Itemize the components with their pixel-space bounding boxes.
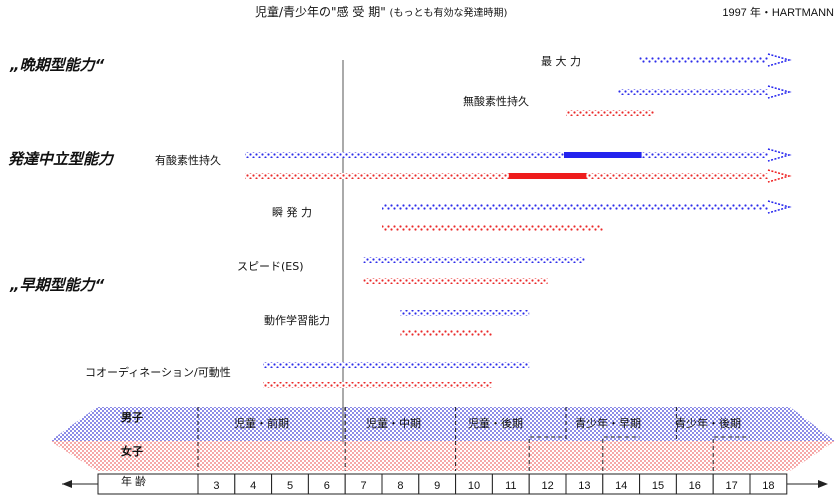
- age-tick-label: 15: [652, 480, 664, 492]
- age-tick-label: 11: [505, 480, 516, 492]
- subtitle-text: (もっとも有効な発達時期): [389, 8, 508, 19]
- boys-arrowhead: [767, 85, 792, 99]
- age-tick-label: 7: [361, 480, 367, 492]
- girls-peak-segment: [508, 173, 587, 179]
- boys-bar: [263, 362, 530, 368]
- age-tick-label: 18: [762, 480, 774, 492]
- girls-bar: [263, 382, 493, 388]
- boys-band: [50, 407, 835, 441]
- group-early: „早期型能力“: [10, 276, 105, 294]
- girls-bar: [363, 278, 548, 284]
- girls-arrowhead: [767, 169, 792, 183]
- age-tick-label: 10: [468, 480, 480, 492]
- girls-bar: [382, 225, 603, 231]
- ability-label-speed: スピード(ES): [237, 260, 304, 273]
- phase-divider-girls: [712, 436, 750, 471]
- age-tick-label: 14: [615, 480, 627, 492]
- age-tick-label: 5: [287, 480, 293, 492]
- ability-label-aerobic: 有酸素性持久: [155, 154, 221, 167]
- age-tick-label: 9: [434, 480, 440, 492]
- boys-bar: [363, 257, 585, 263]
- age-axis-label: 年 齢: [121, 476, 147, 488]
- title-text: 児童/青少年の"感 受 期": [255, 5, 386, 19]
- girls-bar: [245, 173, 768, 179]
- ability-label-motor-learning: 動作学習能力: [264, 314, 330, 327]
- ability-label-anaerobic: 無酸素性持久: [463, 95, 529, 108]
- age-tick-label: 12: [541, 480, 553, 492]
- age-cell: [749, 473, 788, 495]
- girls-band-label: 女子: [121, 445, 143, 458]
- girls-bar: [566, 110, 655, 116]
- boys-peak-segment: [564, 152, 642, 158]
- credit-text: 1997 年・HARTMANN: [722, 7, 834, 19]
- age-tick-label: 17: [725, 480, 737, 492]
- phase-divider-girls: [602, 436, 640, 471]
- boys-bar: [639, 57, 768, 63]
- age-tick-label: 16: [689, 480, 701, 492]
- phase-late-adolescence: 青少年・後期: [675, 417, 741, 430]
- boys-bar: [617, 89, 768, 95]
- phase-late-childhood: 児童・後期: [468, 417, 523, 430]
- age-axis-label-cell: [97, 473, 199, 495]
- boys-bar: [245, 152, 768, 158]
- boys-arrowhead: [767, 53, 792, 67]
- ability-label-max-strength: 最 大 力: [541, 55, 581, 68]
- phase-mid-childhood: 児童・中期: [366, 417, 421, 430]
- boys-band-label: 男子: [121, 411, 143, 424]
- boys-arrowhead: [767, 148, 792, 162]
- boys-bar: [382, 204, 768, 210]
- phase-divider-girls: [528, 436, 566, 471]
- chart-title: 児童/青少年の"感 受 期" (もっとも有効な発達時期): [255, 6, 507, 19]
- phase-early-adolescence: 青少年・早期: [575, 417, 641, 430]
- age-tick-label: 13: [578, 480, 590, 492]
- age-tick-label: 3: [213, 480, 219, 492]
- phase-early-childhood: 児童・前期: [234, 417, 289, 430]
- age-tick-label: 6: [324, 480, 330, 492]
- boys-bar: [400, 310, 530, 316]
- girls-band: [50, 441, 835, 471]
- age-tick-label: 4: [250, 480, 256, 492]
- age-axis-left-arrow: [62, 480, 72, 488]
- ability-label-power: 瞬 発 力: [272, 206, 312, 219]
- ability-label-coordination: コオーディネーション/可動性: [85, 366, 231, 379]
- boys-arrowhead: [767, 200, 792, 214]
- age-tick-label: 8: [397, 480, 403, 492]
- age-axis-right-arrow: [818, 480, 828, 488]
- group-late: „晩期型能力“: [10, 56, 105, 74]
- group-neutral: 発達中立型能力: [8, 150, 114, 168]
- girls-bar: [400, 330, 493, 336]
